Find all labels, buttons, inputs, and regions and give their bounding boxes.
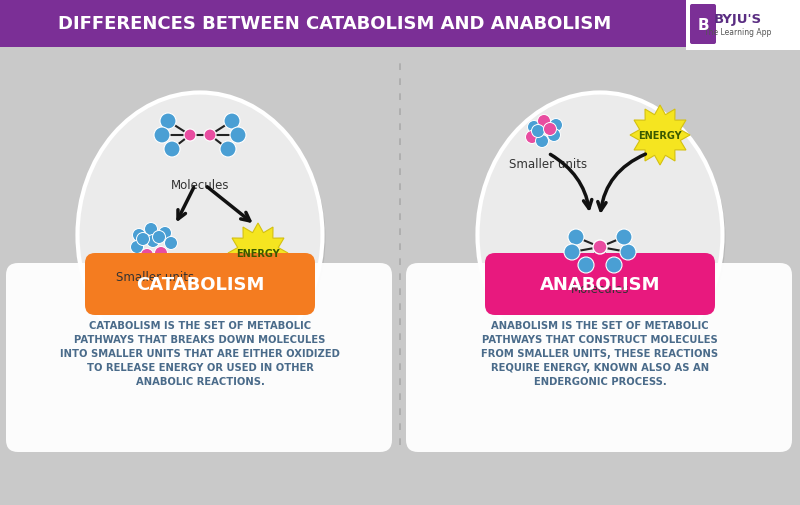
Circle shape bbox=[146, 235, 159, 248]
Text: ANABOLISM: ANABOLISM bbox=[540, 275, 660, 293]
FancyBboxPatch shape bbox=[485, 254, 715, 316]
Text: The Learning App: The Learning App bbox=[704, 27, 772, 36]
Circle shape bbox=[564, 244, 580, 261]
Polygon shape bbox=[228, 224, 288, 283]
Ellipse shape bbox=[78, 93, 322, 378]
Text: BYJU'S: BYJU'S bbox=[714, 13, 762, 25]
Circle shape bbox=[230, 128, 246, 144]
Circle shape bbox=[164, 142, 180, 158]
Circle shape bbox=[531, 125, 545, 138]
Text: Molecules: Molecules bbox=[170, 179, 230, 191]
Circle shape bbox=[145, 223, 158, 236]
FancyBboxPatch shape bbox=[686, 0, 800, 51]
Text: Smaller units: Smaller units bbox=[116, 271, 194, 283]
Circle shape bbox=[568, 230, 584, 245]
Circle shape bbox=[153, 231, 166, 244]
Circle shape bbox=[620, 244, 636, 261]
Circle shape bbox=[535, 135, 549, 148]
Text: ANABOLISM IS THE SET OF METABOLIC
PATHWAYS THAT CONSTRUCT MOLECULES
FROM SMALLER: ANABOLISM IS THE SET OF METABOLIC PATHWA… bbox=[482, 320, 718, 386]
Circle shape bbox=[133, 229, 146, 242]
Circle shape bbox=[154, 128, 170, 144]
FancyBboxPatch shape bbox=[85, 254, 315, 316]
Text: DIFFERENCES BETWEEN CATABOLISM AND ANABOLISM: DIFFERENCES BETWEEN CATABOLISM AND ANABO… bbox=[58, 15, 612, 33]
FancyBboxPatch shape bbox=[0, 0, 800, 48]
Polygon shape bbox=[630, 106, 690, 166]
Circle shape bbox=[184, 130, 196, 142]
Circle shape bbox=[130, 241, 143, 254]
Circle shape bbox=[527, 121, 541, 134]
Circle shape bbox=[160, 114, 176, 130]
FancyBboxPatch shape bbox=[690, 5, 716, 45]
Circle shape bbox=[606, 258, 622, 274]
Ellipse shape bbox=[478, 93, 722, 378]
Circle shape bbox=[154, 247, 167, 260]
Circle shape bbox=[224, 114, 240, 130]
Text: B: B bbox=[697, 18, 709, 32]
Circle shape bbox=[220, 142, 236, 158]
Circle shape bbox=[158, 227, 171, 240]
Circle shape bbox=[578, 258, 594, 274]
Circle shape bbox=[204, 130, 216, 142]
Circle shape bbox=[137, 233, 150, 246]
FancyBboxPatch shape bbox=[406, 264, 792, 452]
Text: CATABOLISM IS THE SET OF METABOLIC
PATHWAYS THAT BREAKS DOWN MOLECULES
INTO SMAL: CATABOLISM IS THE SET OF METABOLIC PATHW… bbox=[60, 320, 340, 386]
Circle shape bbox=[165, 237, 178, 250]
Circle shape bbox=[543, 123, 557, 136]
Text: CATABOLISM: CATABOLISM bbox=[136, 275, 264, 293]
FancyBboxPatch shape bbox=[6, 264, 392, 452]
Text: ENERGY: ENERGY bbox=[638, 131, 682, 141]
Circle shape bbox=[526, 131, 538, 144]
Circle shape bbox=[550, 119, 562, 132]
Text: Molecules: Molecules bbox=[570, 282, 630, 295]
Circle shape bbox=[547, 129, 561, 142]
Ellipse shape bbox=[481, 96, 726, 381]
Circle shape bbox=[593, 240, 607, 255]
Text: Smaller units: Smaller units bbox=[509, 158, 587, 171]
Ellipse shape bbox=[81, 96, 326, 381]
Circle shape bbox=[616, 230, 632, 245]
Text: ENERGY: ENERGY bbox=[236, 248, 280, 259]
Circle shape bbox=[141, 249, 154, 262]
Circle shape bbox=[538, 115, 550, 128]
